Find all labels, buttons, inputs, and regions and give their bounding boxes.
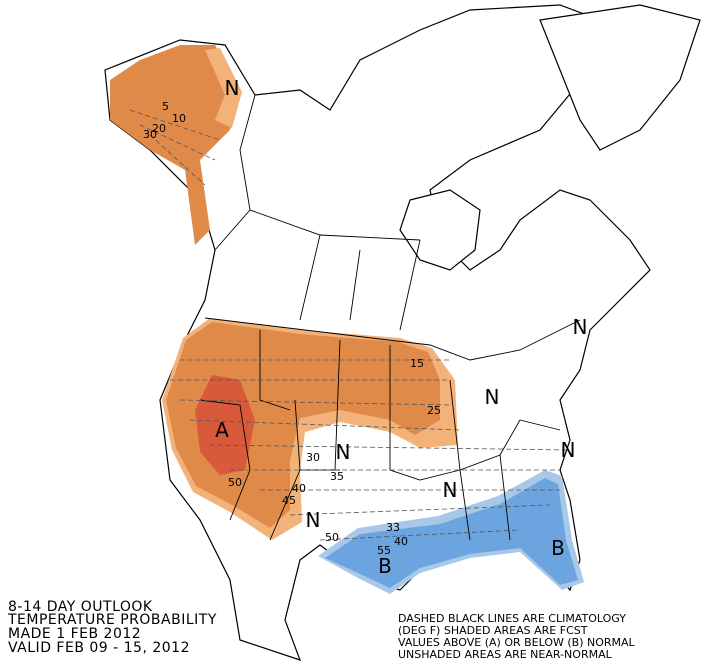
- note-line: VALUES ABOVE (A) OR BELOW (B) NORMAL: [398, 636, 636, 649]
- contour-label: 5: [162, 100, 169, 113]
- contour-label: 55: [377, 544, 391, 557]
- contour-label: 40: [394, 535, 408, 548]
- map-label: B: [551, 536, 565, 560]
- contour-label: 25: [427, 404, 441, 417]
- map-label: N: [485, 385, 500, 409]
- map-label: N: [561, 438, 576, 462]
- contour-label: 33: [386, 521, 400, 534]
- note-line: DASHED BLACK LINES ARE CLIMATOLOGY: [398, 612, 626, 625]
- title-line: TEMPERATURE PROBABILITY: [7, 612, 217, 628]
- map-label: N: [336, 440, 351, 464]
- contour-label: 35: [330, 470, 344, 483]
- contour-label: 50: [325, 531, 339, 544]
- title-line: VALID FEB 09 - 15, 2012: [8, 640, 190, 656]
- contour-label: 15: [410, 357, 424, 370]
- map-label: N: [306, 508, 321, 532]
- note-line: (DEG F) SHADED AREAS ARE FCST: [398, 624, 588, 637]
- above-normal-strong: [195, 375, 255, 475]
- map-label: N: [225, 76, 240, 100]
- political-borders: [199, 94, 581, 541]
- contour-label: 40: [292, 482, 306, 495]
- map-label: N: [573, 315, 588, 339]
- map-label: B: [378, 554, 392, 578]
- contour-label: 50: [228, 476, 242, 489]
- climatology-lines: [129, 109, 571, 541]
- contour-label: 30: [306, 451, 320, 464]
- contour-label: 30: [143, 128, 157, 141]
- contour-label: 10: [172, 112, 186, 125]
- below-normal: [325, 478, 578, 588]
- above-normal-alaska: [110, 45, 240, 245]
- hudson-bay: [399, 189, 481, 271]
- greenland-outline: [539, 4, 701, 151]
- contour-label: 45: [282, 494, 296, 507]
- map-label: N: [443, 478, 458, 502]
- note-line: UNSHADED AREAS ARE NEAR-NORMAL: [398, 648, 613, 661]
- title-line: 8-14 DAY OUTLOOK: [8, 599, 153, 615]
- map-label: A: [215, 418, 229, 442]
- above-normal-alaska-light: [205, 48, 242, 128]
- above-normal: [166, 322, 440, 528]
- contour-label: 20: [152, 122, 166, 135]
- title-line: MADE 1 FEB 2012: [8, 626, 141, 642]
